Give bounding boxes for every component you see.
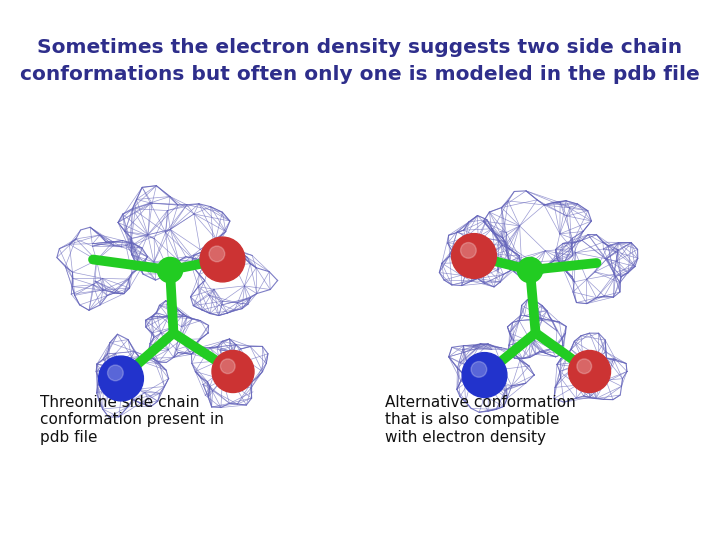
Circle shape <box>220 359 235 374</box>
Text: Threonine side chain
conformation present in
pdb file: Threonine side chain conformation presen… <box>40 395 224 445</box>
Circle shape <box>577 359 592 374</box>
Circle shape <box>461 242 476 258</box>
Text: Alternative conformation
that is also compatible
with electron density: Alternative conformation that is also co… <box>385 395 576 445</box>
Circle shape <box>99 356 143 401</box>
Circle shape <box>158 258 183 282</box>
Text: conformations but often only one is modeled in the pdb file: conformations but often only one is mode… <box>20 65 700 84</box>
Circle shape <box>569 350 611 393</box>
Circle shape <box>212 350 254 393</box>
Text: Sometimes the electron density suggests two side chain: Sometimes the electron density suggests … <box>37 38 683 57</box>
Circle shape <box>462 353 507 397</box>
Circle shape <box>451 234 496 279</box>
Circle shape <box>471 362 487 377</box>
Circle shape <box>209 246 225 262</box>
Circle shape <box>200 237 245 282</box>
Circle shape <box>518 258 543 282</box>
Circle shape <box>107 365 123 381</box>
